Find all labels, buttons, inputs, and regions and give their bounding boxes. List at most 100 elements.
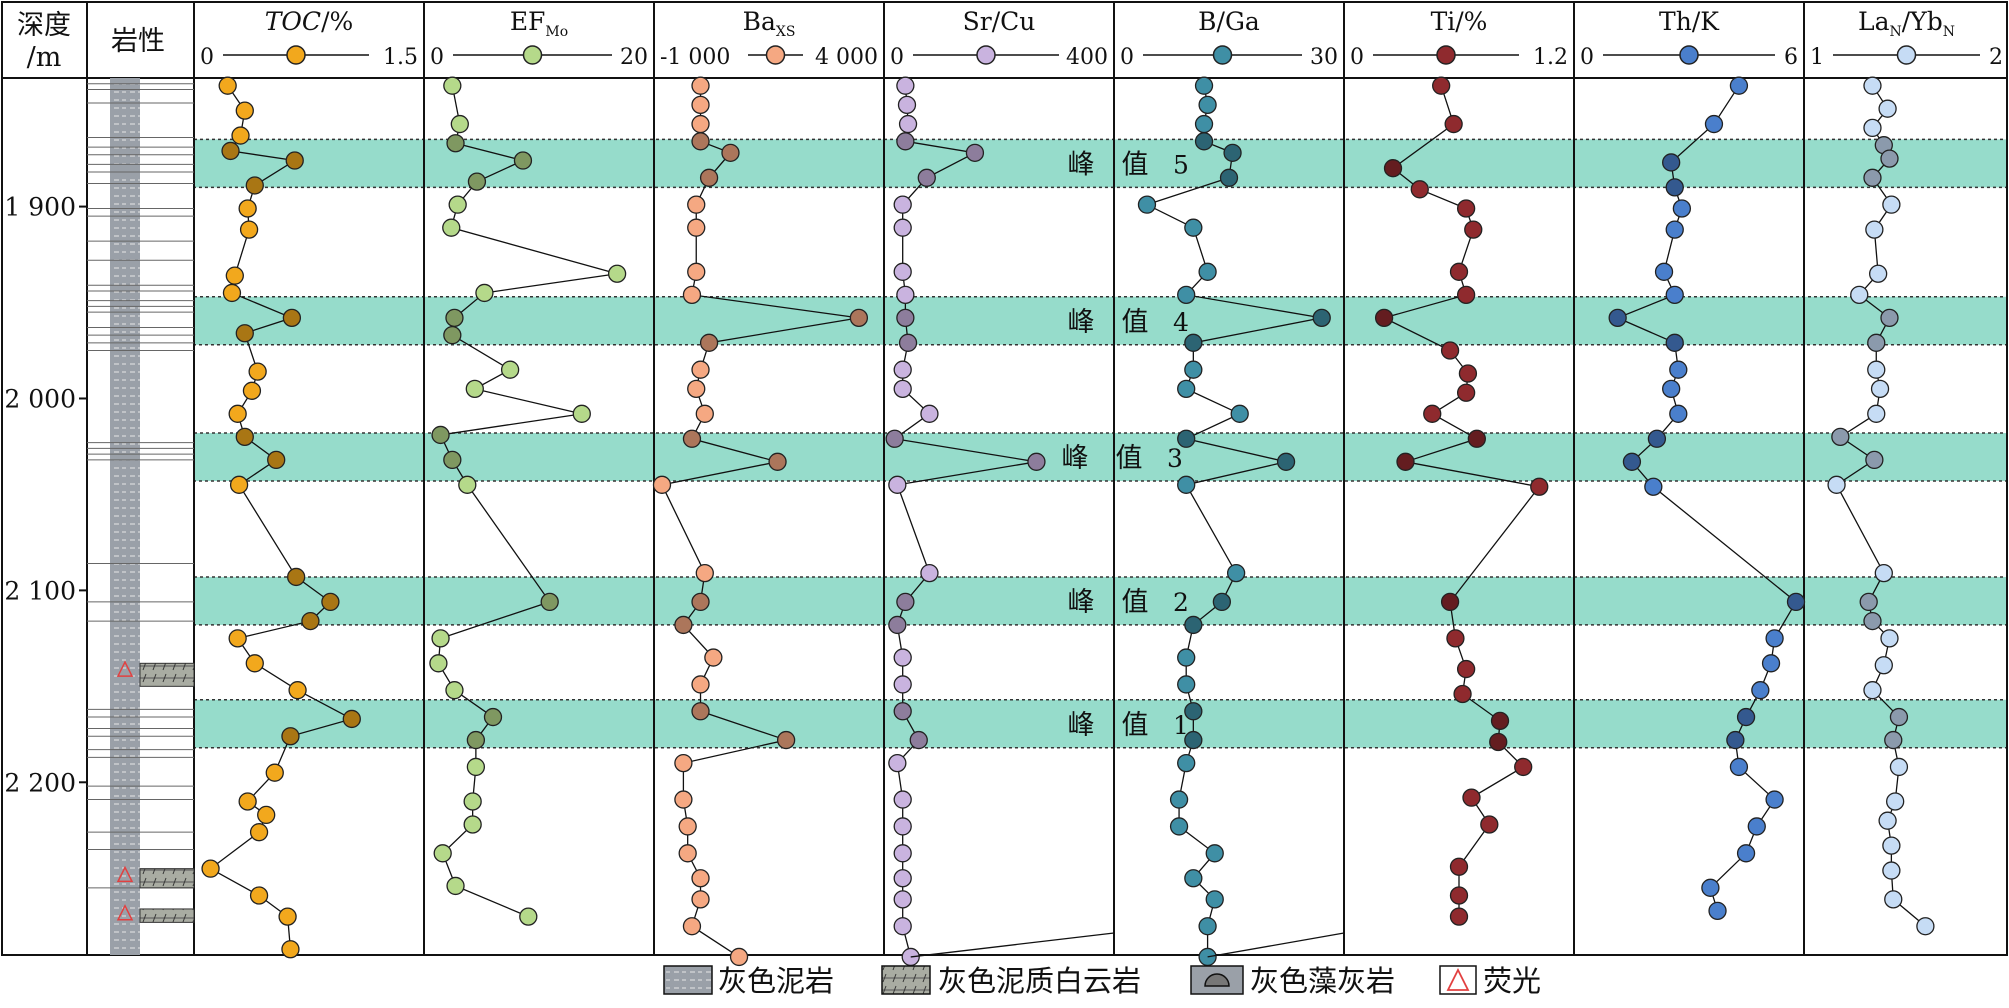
data-point: [893, 195, 912, 214]
data-point: [429, 654, 448, 673]
series-line: [893, 85, 1037, 958]
data-point: [1665, 220, 1684, 239]
series-min-label: 0: [1120, 45, 1134, 70]
series-max-label: 20: [620, 45, 648, 70]
data-point: [443, 76, 462, 95]
data-point: [893, 262, 912, 281]
data-point: [674, 615, 693, 635]
data-point: [699, 333, 719, 352]
legend-item-fluorescence: 荧光: [1439, 964, 1541, 998]
data-point: [1747, 817, 1766, 836]
series-title: Th/K: [1659, 7, 1720, 36]
series-max-label: 1.5: [383, 45, 418, 70]
data-point: [687, 195, 706, 214]
data-point: [674, 790, 693, 809]
series-legend-marker: [1436, 45, 1456, 65]
peak-label-char-b: 值: [1122, 710, 1149, 741]
series-0: 0 1.5 TOC/%: [200, 7, 418, 959]
peak-label-char-a: 峰: [1068, 307, 1095, 338]
data-point: [1863, 611, 1882, 631]
data-point: [1669, 360, 1688, 379]
data-point: [893, 817, 912, 836]
data-point: [1276, 452, 1296, 471]
data-point: [1177, 675, 1196, 694]
series-legend-marker: [1896, 45, 1917, 65]
data-point: [896, 308, 915, 328]
data-point: [288, 681, 307, 700]
mudstone-strip: [110, 78, 140, 955]
data-point: [896, 285, 915, 305]
data-point: [1889, 757, 1909, 777]
series-title: B/Ga: [1198, 7, 1260, 36]
data-point: [695, 563, 714, 583]
data-point: [695, 404, 714, 423]
legend-label: 荧光: [1483, 964, 1541, 998]
data-point: [893, 379, 912, 399]
data-point: [1449, 886, 1469, 905]
series-line: [437, 85, 618, 918]
data-point: [1665, 333, 1684, 352]
data-point: [445, 308, 464, 328]
legend-swatch-dolomite: [881, 965, 931, 995]
peak-label-number: 3: [1167, 444, 1183, 473]
data-point: [893, 702, 912, 721]
data-point: [1736, 844, 1756, 863]
peak-label-number: 4: [1173, 308, 1189, 337]
data-point: [1882, 836, 1901, 855]
legend-item-dolomite: 灰色泥质白云岩: [881, 964, 1141, 998]
data-point: [1880, 149, 1899, 168]
legend-swatch-mudstone: [663, 965, 713, 995]
data-point: [682, 285, 702, 305]
data-point: [443, 326, 462, 345]
data-point: [888, 615, 907, 635]
data-point: [1786, 592, 1806, 612]
data-point: [682, 429, 702, 448]
data-point: [691, 890, 710, 909]
data-point: [1622, 452, 1642, 471]
peak-band-2: [193, 576, 2008, 626]
data-point: [1867, 333, 1886, 352]
data-point: [1886, 792, 1905, 811]
data-point: [1884, 890, 1903, 909]
data-point: [691, 869, 710, 888]
data-point: [1462, 788, 1481, 807]
fluorescence-triangle-icon: [1446, 967, 1470, 991]
data-point: [893, 648, 912, 667]
data-point: [1708, 901, 1727, 921]
data-point: [1831, 427, 1850, 447]
data-point: [1850, 285, 1869, 305]
data-point: [458, 475, 477, 494]
data-point: [465, 379, 484, 399]
data-point: [674, 753, 693, 773]
data-point: [1177, 379, 1196, 399]
data-point: [1765, 790, 1784, 809]
data-point: [1169, 817, 1189, 836]
series-title: BaXS: [743, 7, 796, 40]
data-point: [445, 681, 464, 700]
series-title: Sr/Cu: [963, 7, 1036, 36]
data-point: [691, 702, 710, 721]
series-min-label: -1 000: [660, 45, 730, 70]
data-point: [1608, 308, 1627, 328]
data-point: [238, 792, 257, 811]
series-line: [1835, 85, 1926, 927]
series-title: LaN/YbN: [1858, 7, 1955, 40]
data-point: [228, 404, 247, 423]
data-point: [443, 450, 462, 470]
legend: 灰色泥岩 灰色泥质白云岩 灰色藻灰岩 荧光: [663, 964, 1541, 998]
lithology-header: 岩性: [111, 26, 165, 57]
peak-label-number: 1: [1173, 711, 1189, 740]
data-point: [893, 844, 912, 863]
data-point: [1827, 475, 1846, 494]
data-point: [466, 757, 486, 777]
data-point: [245, 654, 264, 673]
data-point: [281, 727, 300, 746]
data-point: [1458, 364, 1478, 383]
data-point: [691, 592, 710, 612]
dolomite-layer: [139, 868, 195, 889]
data-point: [463, 792, 482, 811]
data-point: [1490, 711, 1510, 731]
data-point: [1184, 360, 1203, 379]
data-point: [1312, 308, 1331, 328]
